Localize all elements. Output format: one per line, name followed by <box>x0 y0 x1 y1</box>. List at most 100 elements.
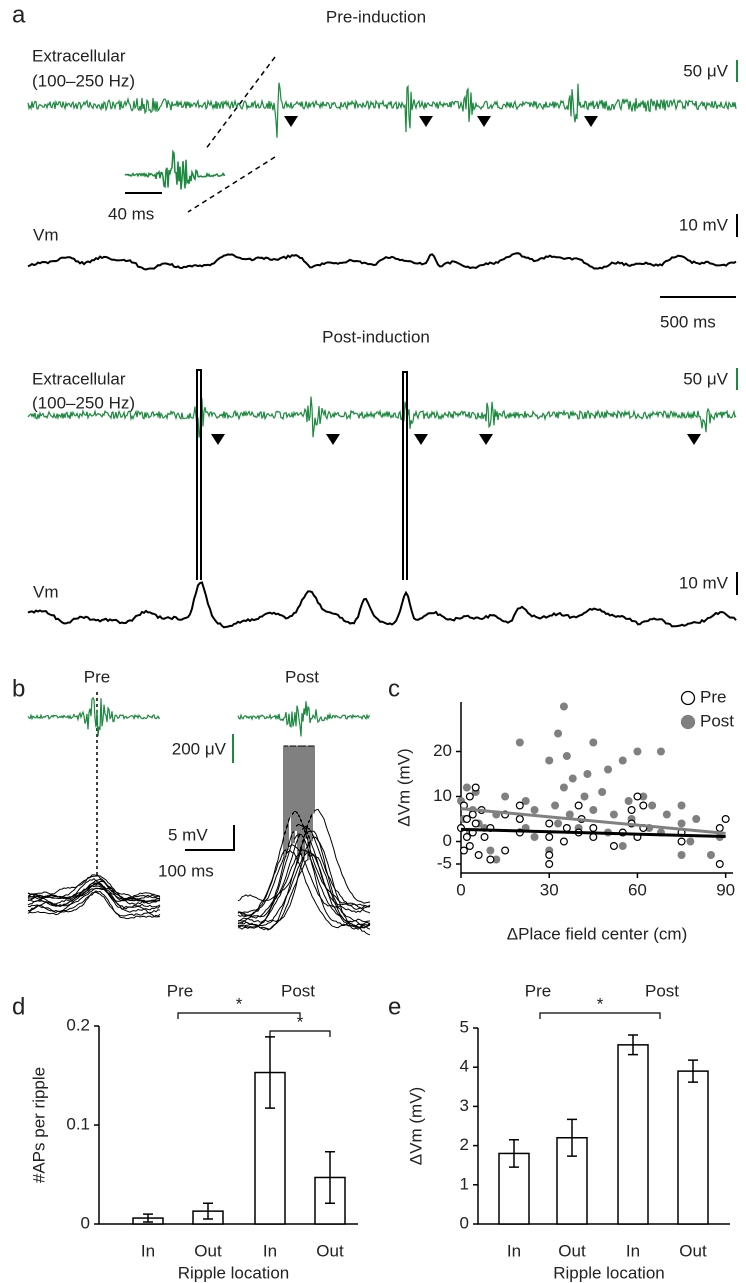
section-title: Post-induction <box>322 327 430 346</box>
point <box>609 841 618 850</box>
point <box>562 752 571 760</box>
x-tick-label: Out <box>558 1241 586 1260</box>
trace <box>237 745 371 904</box>
x-tick-label: 60 <box>628 880 647 899</box>
y-tick-label: 2 <box>460 1135 469 1154</box>
arrowhead <box>414 434 428 445</box>
trace <box>27 696 161 737</box>
point <box>677 819 686 828</box>
scale-label: 50 μV <box>683 369 728 388</box>
point <box>545 832 554 841</box>
arrowhead <box>584 116 598 127</box>
x-tick-label: In <box>507 1241 521 1260</box>
legend-label: Pre <box>700 687 726 706</box>
error-bar <box>143 1213 153 1223</box>
point <box>530 833 539 841</box>
arrowhead <box>326 434 340 445</box>
trace <box>27 878 161 907</box>
significance-label: * <box>597 994 604 1013</box>
x-tick-label: In <box>263 1241 277 1260</box>
arrowhead <box>479 434 493 445</box>
panel-label: e <box>388 993 401 1020</box>
point <box>465 841 474 850</box>
trace-label: (100–250 Hz) <box>32 393 135 412</box>
scale-label: 500 ms <box>660 312 716 331</box>
condition-label: Post <box>285 667 319 686</box>
panel-label: d <box>12 993 25 1020</box>
point <box>565 810 574 819</box>
x-tick-label: 0 <box>456 880 465 899</box>
point <box>574 801 583 810</box>
point <box>580 792 589 801</box>
scale-label: 50 μV <box>683 61 728 80</box>
point <box>721 814 730 823</box>
point <box>501 792 510 801</box>
point <box>471 783 480 792</box>
point <box>559 837 568 846</box>
point <box>677 801 686 810</box>
trace <box>237 745 371 917</box>
point <box>471 819 480 828</box>
point <box>554 819 563 828</box>
significance-label: * <box>236 994 243 1013</box>
point <box>474 850 483 859</box>
point <box>468 810 477 819</box>
trace-label: Vm <box>33 582 59 601</box>
group-label: Post <box>281 981 315 1000</box>
error-bar <box>509 1138 519 1168</box>
trace <box>237 745 371 914</box>
point <box>662 810 671 819</box>
trace <box>27 581 737 629</box>
error-bar <box>325 1150 335 1204</box>
panel-label: b <box>12 675 25 702</box>
fit-line <box>460 827 726 839</box>
error-bar <box>203 1202 213 1220</box>
scale-label: 40 ms <box>108 204 154 223</box>
point <box>583 770 592 778</box>
y-tick-label: -5 <box>437 853 452 872</box>
y-tick-label: 5 <box>460 1017 469 1036</box>
section-title: Pre-induction <box>326 7 426 26</box>
y-tick-label: 0 <box>460 1213 469 1232</box>
point <box>677 837 686 846</box>
trace <box>27 885 161 905</box>
significance-bracket <box>539 1012 661 1019</box>
error-bar <box>688 1059 698 1083</box>
point <box>589 832 598 841</box>
trace <box>237 745 371 928</box>
trace <box>237 745 371 931</box>
significance-label: * <box>297 1012 304 1031</box>
bar <box>677 1070 709 1225</box>
y-tick-label: 20 <box>433 741 452 760</box>
panel-label: c <box>388 675 400 702</box>
point <box>633 747 642 756</box>
fit-line <box>460 807 726 835</box>
trace <box>27 395 737 438</box>
scale-bar <box>185 825 235 851</box>
point <box>604 765 613 774</box>
point <box>639 801 648 810</box>
point <box>618 756 627 765</box>
arrowhead <box>419 116 433 127</box>
point <box>462 783 471 792</box>
point <box>545 819 554 828</box>
panel-label: a <box>12 1 26 28</box>
point <box>459 846 468 855</box>
point <box>686 837 695 846</box>
point <box>648 801 657 810</box>
error-bar <box>567 1118 577 1157</box>
point <box>465 792 474 801</box>
point <box>521 797 530 805</box>
point <box>598 788 607 796</box>
arrowhead <box>284 116 298 127</box>
point <box>462 814 471 823</box>
group-label: Pre <box>167 981 193 1000</box>
legend-marker <box>680 714 696 730</box>
point <box>624 797 633 805</box>
x-axis-label: Ripple location <box>178 1263 290 1282</box>
y-axis-label: ΔVm (mV) <box>406 1087 425 1165</box>
point <box>609 810 618 819</box>
y-axis-label: #APs per ripple <box>29 1067 48 1183</box>
